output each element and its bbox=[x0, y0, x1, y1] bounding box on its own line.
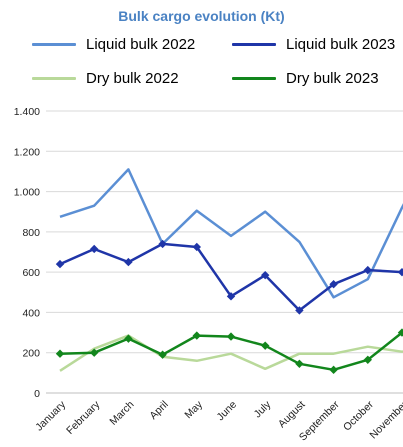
data-point bbox=[55, 349, 65, 358]
data-point bbox=[295, 359, 304, 368]
legend-swatch bbox=[232, 77, 276, 80]
y-tick-label: 800 bbox=[22, 227, 40, 239]
data-point bbox=[329, 280, 338, 289]
legend: Liquid bulk 2022 Liquid bulk 2023 Dry bu… bbox=[0, 34, 403, 94]
legend-swatch bbox=[32, 77, 76, 80]
legend-swatch bbox=[32, 43, 76, 46]
series-line bbox=[59, 331, 403, 372]
y-tick-label: 600 bbox=[22, 267, 40, 279]
data-point bbox=[329, 365, 338, 375]
x-tick-label: February bbox=[64, 398, 103, 437]
legend-label: Liquid bulk 2023 bbox=[286, 36, 396, 53]
data-point bbox=[261, 270, 270, 280]
legend-label: Liquid bulk 2022 bbox=[86, 36, 196, 53]
data-point bbox=[124, 334, 133, 343]
data-point bbox=[192, 331, 201, 340]
y-tick-label: 400 bbox=[22, 307, 40, 319]
series-line bbox=[59, 242, 403, 312]
x-tick-label: May bbox=[182, 398, 205, 421]
y-tick-label: 200 bbox=[22, 348, 40, 360]
x-tick-label: August bbox=[276, 399, 308, 431]
data-point bbox=[192, 242, 201, 252]
y-tick-label: 1.200 bbox=[14, 146, 40, 158]
chart-title: Bulk cargo evolution (Kt) bbox=[118, 8, 285, 24]
data-point bbox=[397, 267, 403, 277]
legend-swatch bbox=[232, 43, 276, 46]
data-point bbox=[124, 257, 133, 267]
data-point bbox=[261, 341, 270, 350]
data-point bbox=[226, 332, 236, 341]
legend-item-dry-2022: Dry bulk 2022 bbox=[32, 70, 179, 87]
legend-label: Dry bulk 2022 bbox=[86, 70, 179, 87]
legend-item-liquid-2022: Liquid bulk 2022 bbox=[32, 36, 195, 53]
data-point bbox=[295, 306, 304, 315]
legend-item-liquid-2023: Liquid bulk 2023 bbox=[232, 36, 395, 53]
series-line bbox=[59, 334, 403, 372]
legend-label: Dry bulk 2023 bbox=[286, 70, 379, 87]
data-point bbox=[158, 350, 167, 359]
data-point bbox=[363, 355, 372, 364]
y-tick-label: 1.400 bbox=[14, 106, 40, 118]
series-line bbox=[59, 168, 403, 299]
x-tick-label: June bbox=[215, 399, 240, 424]
legend-item-dry-2023: Dry bulk 2023 bbox=[232, 70, 379, 87]
data-point bbox=[55, 259, 65, 269]
x-tick-label: April bbox=[147, 399, 170, 422]
data-point bbox=[90, 244, 99, 254]
y-tick-label: 1.000 bbox=[14, 187, 40, 199]
x-tick-label: July bbox=[252, 398, 274, 420]
x-tick-label: March bbox=[107, 399, 136, 428]
y-tick-label: 0 bbox=[34, 388, 40, 400]
data-point bbox=[90, 348, 99, 357]
data-point bbox=[226, 292, 236, 301]
data-point bbox=[397, 328, 403, 337]
data-point bbox=[158, 239, 167, 249]
data-point bbox=[363, 265, 372, 275]
